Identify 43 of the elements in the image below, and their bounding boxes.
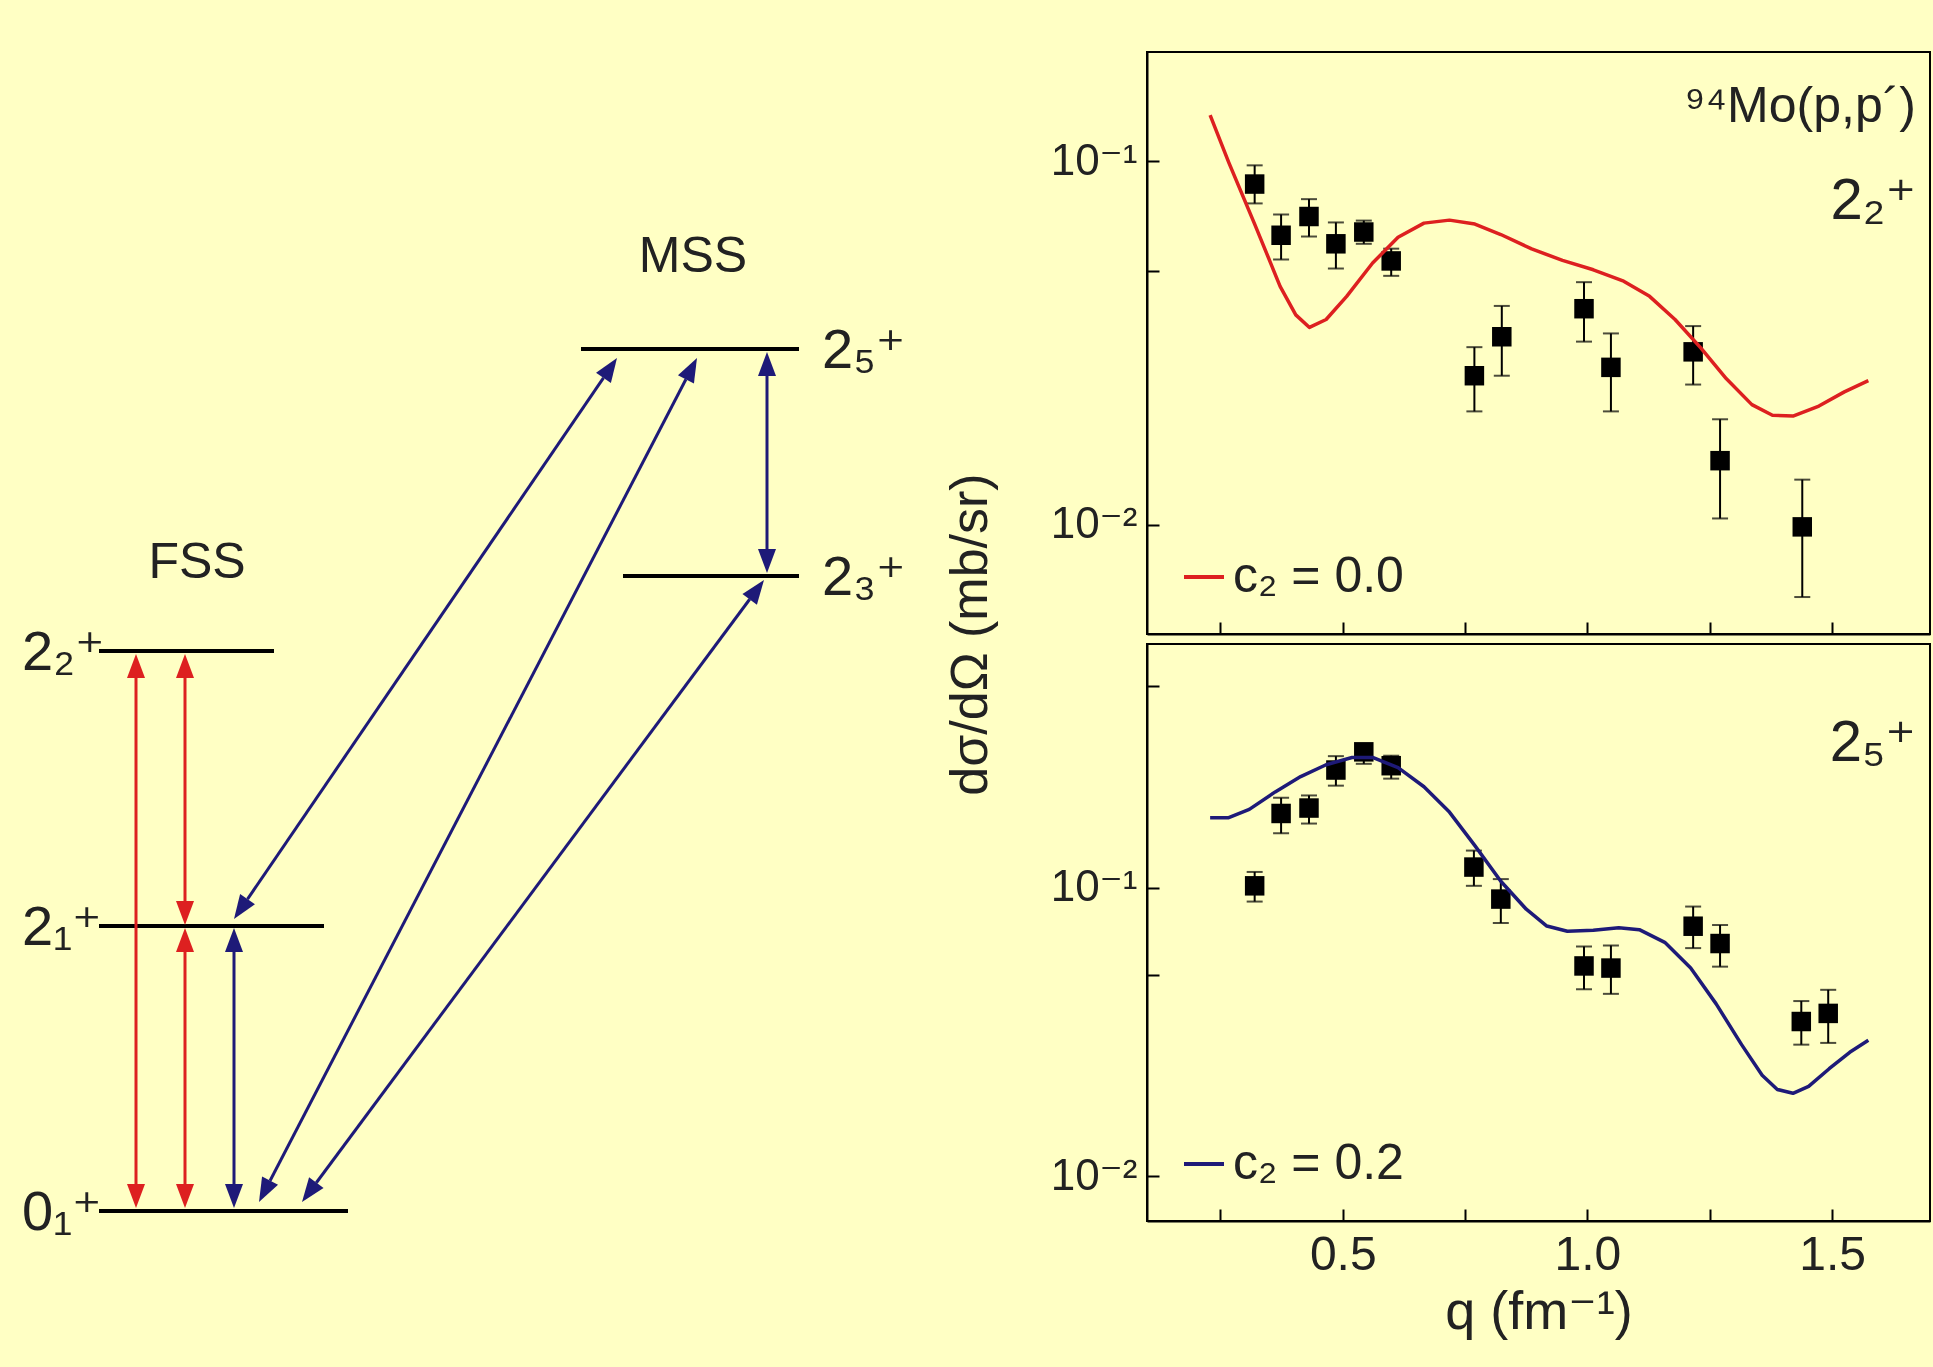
point <box>1381 251 1401 271</box>
text: 2₂⁺ <box>22 619 105 682</box>
y-tick-label: 10⁻¹ <box>1050 861 1138 911</box>
annotation: 2₅⁺ <box>1829 708 1916 773</box>
text: FSS <box>148 533 246 589</box>
x-axis-title: q (fm⁻¹) <box>1445 1279 1633 1340</box>
point <box>1464 857 1484 877</box>
annotation: 2₂⁺ <box>1830 166 1916 231</box>
point <box>1601 357 1621 378</box>
point <box>1491 889 1511 909</box>
point <box>1792 517 1813 537</box>
point <box>1710 933 1730 954</box>
text: 2₅⁺ <box>822 317 906 380</box>
point <box>1299 798 1319 818</box>
point <box>1299 206 1319 227</box>
point <box>1818 1003 1838 1024</box>
x-tick-label: 0.5 <box>1309 1226 1377 1280</box>
point <box>1271 225 1291 246</box>
point <box>1574 298 1594 319</box>
point <box>1574 956 1594 976</box>
point <box>1492 327 1512 347</box>
x-tick-label: 1.0 <box>1554 1226 1622 1280</box>
point <box>1791 1011 1812 1032</box>
legend-label: c₂ = 0.2 <box>1233 1134 1404 1190</box>
point <box>1601 958 1621 978</box>
y-tick-label: 10⁻² <box>1050 1149 1138 1199</box>
text: MSS <box>638 227 748 283</box>
x-tick-label: 1.5 <box>1799 1226 1866 1280</box>
point <box>1244 876 1265 896</box>
point <box>1244 174 1265 194</box>
y-axis-title: dσ/dΩ (mb/sr) <box>939 473 998 796</box>
point <box>1326 234 1346 254</box>
text: 2₃⁺ <box>822 544 906 607</box>
legend-label: c₂ = 0.0 <box>1233 547 1404 603</box>
annotation: ⁹⁴Mo(p,p´) <box>1684 77 1916 133</box>
text: 0₁⁺ <box>22 1179 102 1242</box>
y-tick-label: 10⁻² <box>1050 498 1138 548</box>
point <box>1464 365 1485 386</box>
point <box>1683 916 1703 936</box>
point <box>1271 803 1291 824</box>
point <box>1710 450 1730 471</box>
text: 2₁⁺ <box>22 894 102 957</box>
y-tick-label: 10⁻¹ <box>1050 134 1138 184</box>
